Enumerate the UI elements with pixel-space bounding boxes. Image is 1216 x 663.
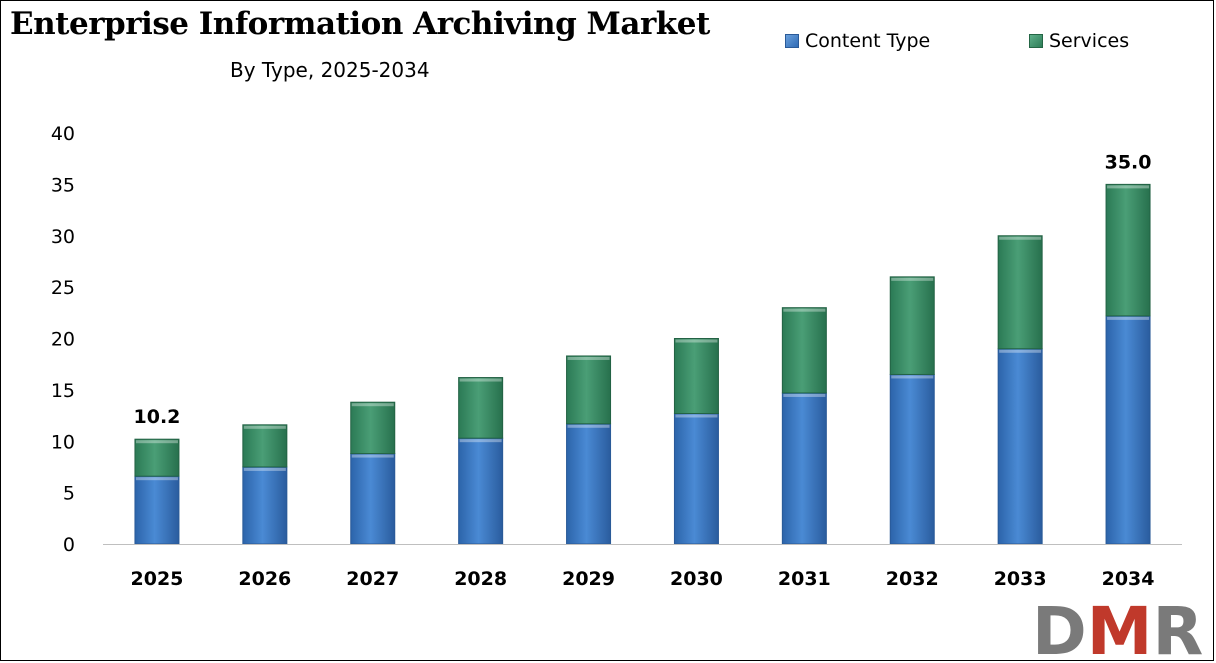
bars <box>134 183 1151 545</box>
x-tick-label-2029: 2029 <box>562 568 615 590</box>
bar-bevel <box>243 467 286 471</box>
bar-services-2028 <box>458 377 504 439</box>
bar-services-2026 <box>242 424 288 468</box>
bar-bevel <box>891 375 934 379</box>
y-tick-label: 40 <box>51 123 75 145</box>
bar-bevel <box>1107 316 1150 320</box>
bar-bevel <box>459 439 502 443</box>
bar-bevel <box>351 403 394 407</box>
x-tick-label-2025: 2025 <box>131 568 184 590</box>
chart-title: Enterprise Information Archiving Market <box>10 6 710 42</box>
dmr-logo: DMR <box>1032 596 1203 660</box>
bar-content-type-2029 <box>566 423 612 545</box>
x-tick-label-2032: 2032 <box>886 568 939 590</box>
bar-bevel <box>999 236 1042 240</box>
x-tick-label-2031: 2031 <box>778 568 831 590</box>
bar-bevel <box>675 339 718 343</box>
x-axis: 2025 2026 2027 2028 2029 2030 2031 2032 2033 2034 <box>103 544 1182 590</box>
dmr-logo-text: DMR <box>1032 596 1203 660</box>
bar-bevel <box>135 477 178 481</box>
x-tick-label-2030: 2030 <box>670 568 723 590</box>
bar-services-2031 <box>781 307 827 394</box>
legend-swatch-services <box>1029 34 1043 48</box>
y-tick-label: 15 <box>51 380 75 402</box>
chart-subtitle: By Type, 2025-2034 <box>230 58 430 82</box>
legend-label-services: Services <box>1049 30 1130 52</box>
y-tick-label: 10 <box>51 431 75 453</box>
bar-services-2027 <box>350 401 396 455</box>
x-tick-label-2026: 2026 <box>238 568 291 590</box>
y-tick-label: 35 <box>51 174 75 196</box>
legend-label-content-type: Content Type <box>805 30 931 52</box>
bar-services-2034 <box>1105 183 1151 317</box>
bar-bevel <box>459 378 502 382</box>
bar-services-2025 <box>134 438 180 477</box>
bar-bevel <box>243 425 286 429</box>
bar-bevel <box>999 349 1042 353</box>
legend-item-services: Services <box>1029 30 1129 52</box>
x-tick-label-2027: 2027 <box>346 568 399 590</box>
bar-bevel <box>1107 185 1150 189</box>
legend-swatch-content-type <box>785 34 799 48</box>
bar-content-type-2027 <box>350 453 396 545</box>
bar-content-type-2028 <box>458 437 504 545</box>
x-tick-label-2034: 2034 <box>1102 568 1155 590</box>
bar-content-type-2032 <box>889 373 935 545</box>
bar-content-type-2026 <box>242 466 288 545</box>
y-tick-label: 0 <box>63 534 75 556</box>
y-axis: 0 5 10 15 20 25 30 35 40 <box>51 123 75 556</box>
y-tick-label: 30 <box>51 226 75 248</box>
bar-bevel <box>567 424 610 428</box>
y-tick-label: 20 <box>51 329 75 351</box>
bar-content-type-2031 <box>781 392 827 545</box>
data-labels: 10.2 35.0 <box>134 151 1152 428</box>
y-tick-label: 5 <box>63 483 75 505</box>
bar-content-type-2033 <box>997 348 1043 545</box>
legend-item-content-type: Content Type <box>785 30 930 52</box>
bar-bevel <box>783 393 826 397</box>
bar-bevel <box>135 440 178 444</box>
bar-content-type-2034 <box>1105 315 1151 545</box>
bar-bevel <box>351 454 394 458</box>
bar-services-2030 <box>673 338 719 415</box>
bar-bevel <box>783 308 826 312</box>
bar-bevel <box>891 277 934 281</box>
data-label-total-2025: 10.2 <box>134 406 181 428</box>
bar-services-2029 <box>566 355 612 425</box>
bar-bevel <box>675 414 718 418</box>
bar-services-2033 <box>997 235 1043 350</box>
bar-bevel <box>567 356 610 360</box>
x-tick-label-2033: 2033 <box>994 568 1047 590</box>
bar-content-type-2030 <box>673 413 719 545</box>
data-label-total-2034: 35.0 <box>1105 151 1152 173</box>
bar-services-2032 <box>889 276 935 375</box>
x-tick-label-2028: 2028 <box>454 568 507 590</box>
y-tick-label: 25 <box>51 277 75 299</box>
bar-content-type-2025 <box>134 475 180 545</box>
